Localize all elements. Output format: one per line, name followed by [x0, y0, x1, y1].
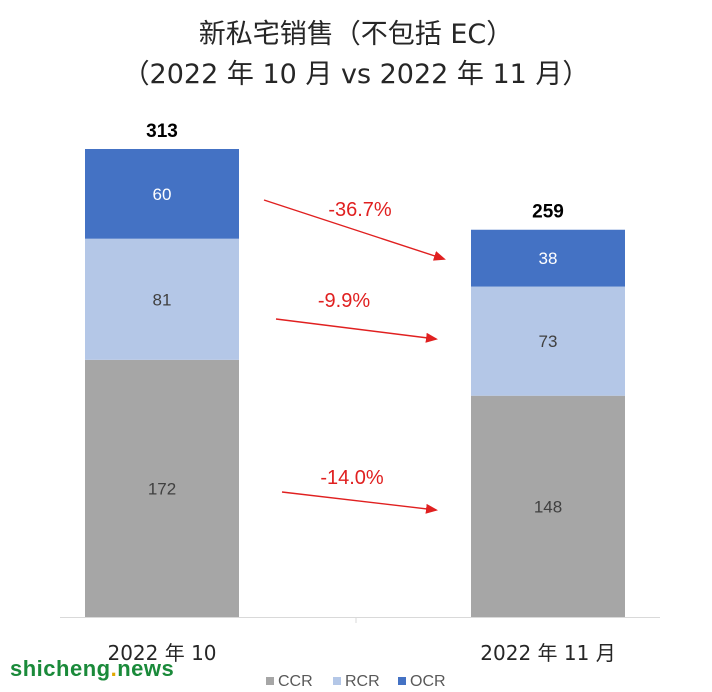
legend-label-ccr: CCR [278, 673, 313, 690]
data-label-ccr: 148 [534, 497, 562, 516]
total-label: 313 [146, 121, 178, 142]
bar-segment-ccr [85, 359, 239, 617]
legend-swatch-rcr [333, 677, 341, 685]
chart-subtitle: （2022 年 10 月 vs 2022 年 11 月） [122, 59, 590, 90]
legend-label-rcr: RCR [345, 673, 380, 690]
data-label-ccr: 172 [148, 479, 176, 498]
bar-segment-rcr [471, 286, 625, 396]
change-label-rcr: -9.9% [318, 290, 370, 312]
data-label-rcr: 81 [153, 290, 172, 309]
data-label-ocr: 38 [539, 249, 558, 268]
x-tick-label: 2022 年 11 月 [480, 641, 615, 665]
data-label-ocr: 60 [153, 185, 172, 204]
legend-swatch-ocr [398, 677, 406, 685]
legend-label-ocr: OCR [410, 673, 446, 690]
change-arrow-ccr [281, 491, 438, 514]
bar-segment-ccr [471, 395, 625, 617]
chart-title: 新私宅销售（不包括 EC） [198, 19, 514, 50]
data-label-rcr: 73 [539, 332, 558, 351]
x-tick-label: 2022 年 10 [107, 641, 216, 665]
change-label-ccr: -14.0% [320, 467, 384, 489]
change-arrow-rcr [275, 318, 438, 343]
bar-segment-rcr [85, 238, 239, 360]
bar-segment-ocr [471, 229, 625, 287]
watermark-logo: shicheng.news [10, 656, 175, 681]
change-arrow-ocr [263, 199, 446, 261]
bar-segment-ocr [85, 149, 239, 239]
change-label-ocr: -36.7% [328, 199, 392, 221]
legend-swatch-ccr [266, 677, 274, 685]
total-label: 259 [532, 202, 564, 223]
